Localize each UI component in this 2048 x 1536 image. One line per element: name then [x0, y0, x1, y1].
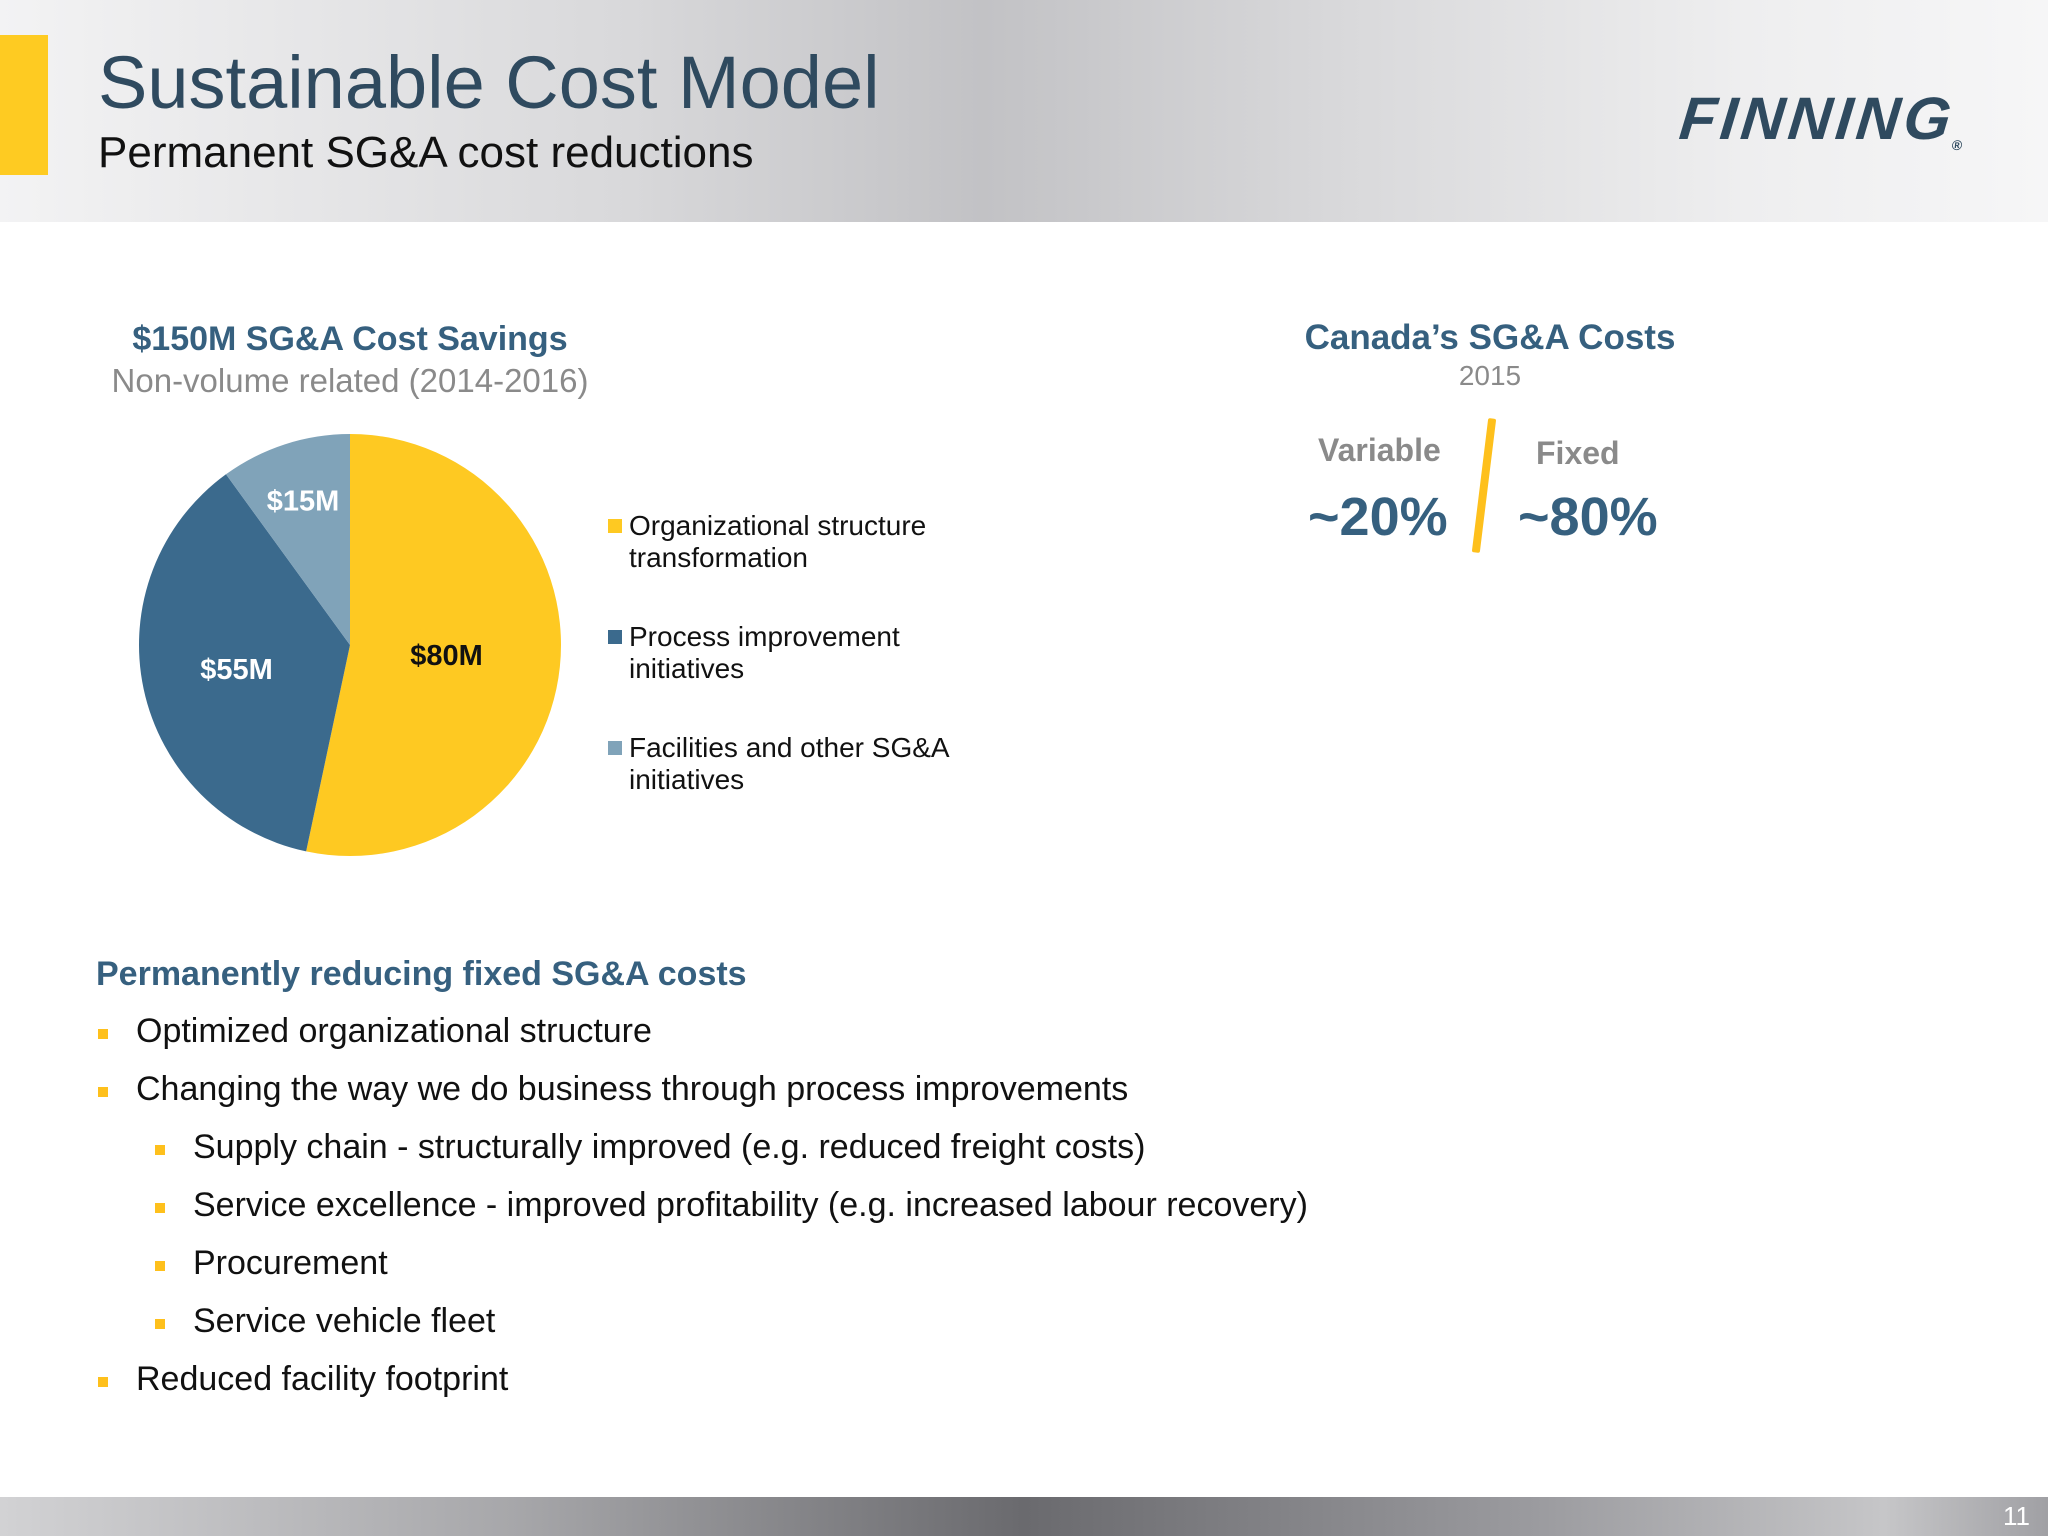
pie-slice-label: $15M	[267, 486, 340, 518]
legend-label: Facilities and other SG&A initiatives	[629, 732, 949, 795]
bullet-square-icon	[98, 1029, 108, 1039]
legend-swatch	[608, 519, 622, 533]
legend-swatch	[608, 741, 622, 755]
bullet-text: Supply chain - structurally improved (e.…	[193, 1128, 1146, 1166]
pie-slice	[225, 434, 350, 645]
bullet-text: Changing the way we do business through …	[136, 1070, 1129, 1108]
finning-logo: FINNING®	[1676, 84, 1968, 153]
legend-label: Organizational structure transformation	[629, 510, 927, 573]
fixed-label: Fixed	[1536, 435, 1620, 471]
cost-split-title: Canada’s SG&A Costs	[1304, 318, 1676, 357]
legend-swatch	[608, 630, 622, 644]
pie-chart-title: $150M SG&A Cost Savings	[132, 320, 568, 358]
variable-value: ~20%	[1308, 487, 1448, 547]
bullet-square-icon	[155, 1203, 165, 1213]
variable-label: Variable	[1318, 432, 1441, 468]
bullet-text: Optimized organizational structure	[136, 1012, 652, 1050]
split-divider	[1471, 418, 1497, 553]
pie-chart-subtitle: Non-volume related (2014-2016)	[111, 362, 589, 399]
pie-slice	[139, 474, 350, 852]
bullet-square-icon	[155, 1145, 165, 1155]
bullet-text: Procurement	[193, 1244, 388, 1282]
bullet-text: Reduced facility footprint	[136, 1360, 509, 1398]
slide-title: Sustainable Cost Model	[98, 41, 880, 124]
bullet-text: Service excellence - improved profitabil…	[193, 1186, 1308, 1224]
bullet-text: Service vehicle fleet	[193, 1302, 496, 1340]
bullet-square-icon	[98, 1087, 108, 1097]
slide-header: Sustainable Cost Model Permanent SG&A co…	[0, 0, 2048, 222]
logo-text: FINNING	[1676, 85, 1959, 152]
slide-footer: 11	[0, 1497, 2048, 1536]
bullet-square-icon	[155, 1319, 165, 1329]
pie-slice-label: $80M	[410, 640, 483, 672]
pie-slice	[306, 434, 562, 856]
pie-chart: $80M $55M $15M	[139, 434, 562, 856]
bullet-square-icon	[98, 1377, 108, 1387]
fixed-value: ~80%	[1518, 487, 1658, 547]
legend-label: Process improvement initiatives	[629, 621, 900, 684]
slide-subtitle: Permanent SG&A cost reductions	[98, 128, 754, 177]
pie-slice-label: $55M	[200, 654, 273, 686]
logo-registered-mark: ®	[1951, 137, 1964, 153]
cost-split-year: 2015	[1458, 360, 1522, 391]
points-heading: Permanently reducing fixed SG&A costs	[96, 955, 747, 993]
bullet-square-icon	[155, 1261, 165, 1271]
accent-bar	[0, 35, 48, 175]
page-number: 11	[2003, 1501, 2030, 1531]
